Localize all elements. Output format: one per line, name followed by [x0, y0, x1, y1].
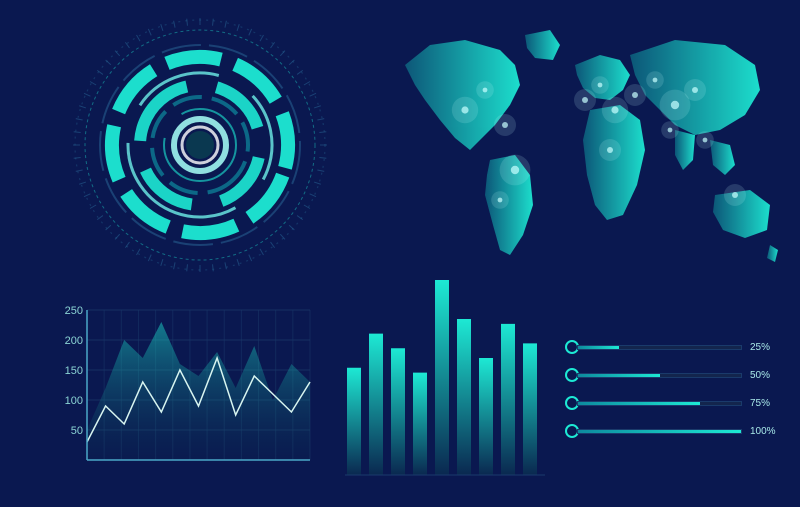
progress-bars: 25% 50% 75% 100%	[565, 340, 780, 452]
progress-label: 50%	[750, 370, 780, 381]
progress-label: 25%	[750, 342, 780, 353]
progress-track	[577, 429, 742, 434]
progress-row: 75%	[565, 396, 780, 410]
progress-row: 25%	[565, 340, 780, 354]
progress-fill	[578, 402, 700, 405]
progress-fill	[578, 346, 619, 349]
progress-row: 100%	[565, 424, 780, 438]
hud-dashboard: 50 100 150 200 250 25% 50% 75% 100%	[0, 0, 800, 507]
progress-row: 50%	[565, 368, 780, 382]
progress-track	[577, 373, 742, 378]
svg-text:150: 150	[65, 365, 83, 377]
progress-fill	[578, 374, 660, 377]
progress-fill	[578, 430, 741, 433]
svg-text:100: 100	[65, 395, 83, 407]
progress-track	[577, 401, 742, 406]
bar-chart	[345, 280, 545, 480]
progress-label: 100%	[750, 426, 780, 437]
radial-gauge	[70, 15, 330, 275]
progress-label: 75%	[750, 398, 780, 409]
svg-text:200: 200	[65, 335, 83, 347]
progress-track	[577, 345, 742, 350]
area-line-chart: 50 100 150 200 250	[55, 305, 315, 475]
world-map	[385, 20, 780, 280]
continents	[405, 30, 778, 262]
svg-text:250: 250	[65, 305, 83, 317]
svg-text:50: 50	[71, 425, 83, 437]
